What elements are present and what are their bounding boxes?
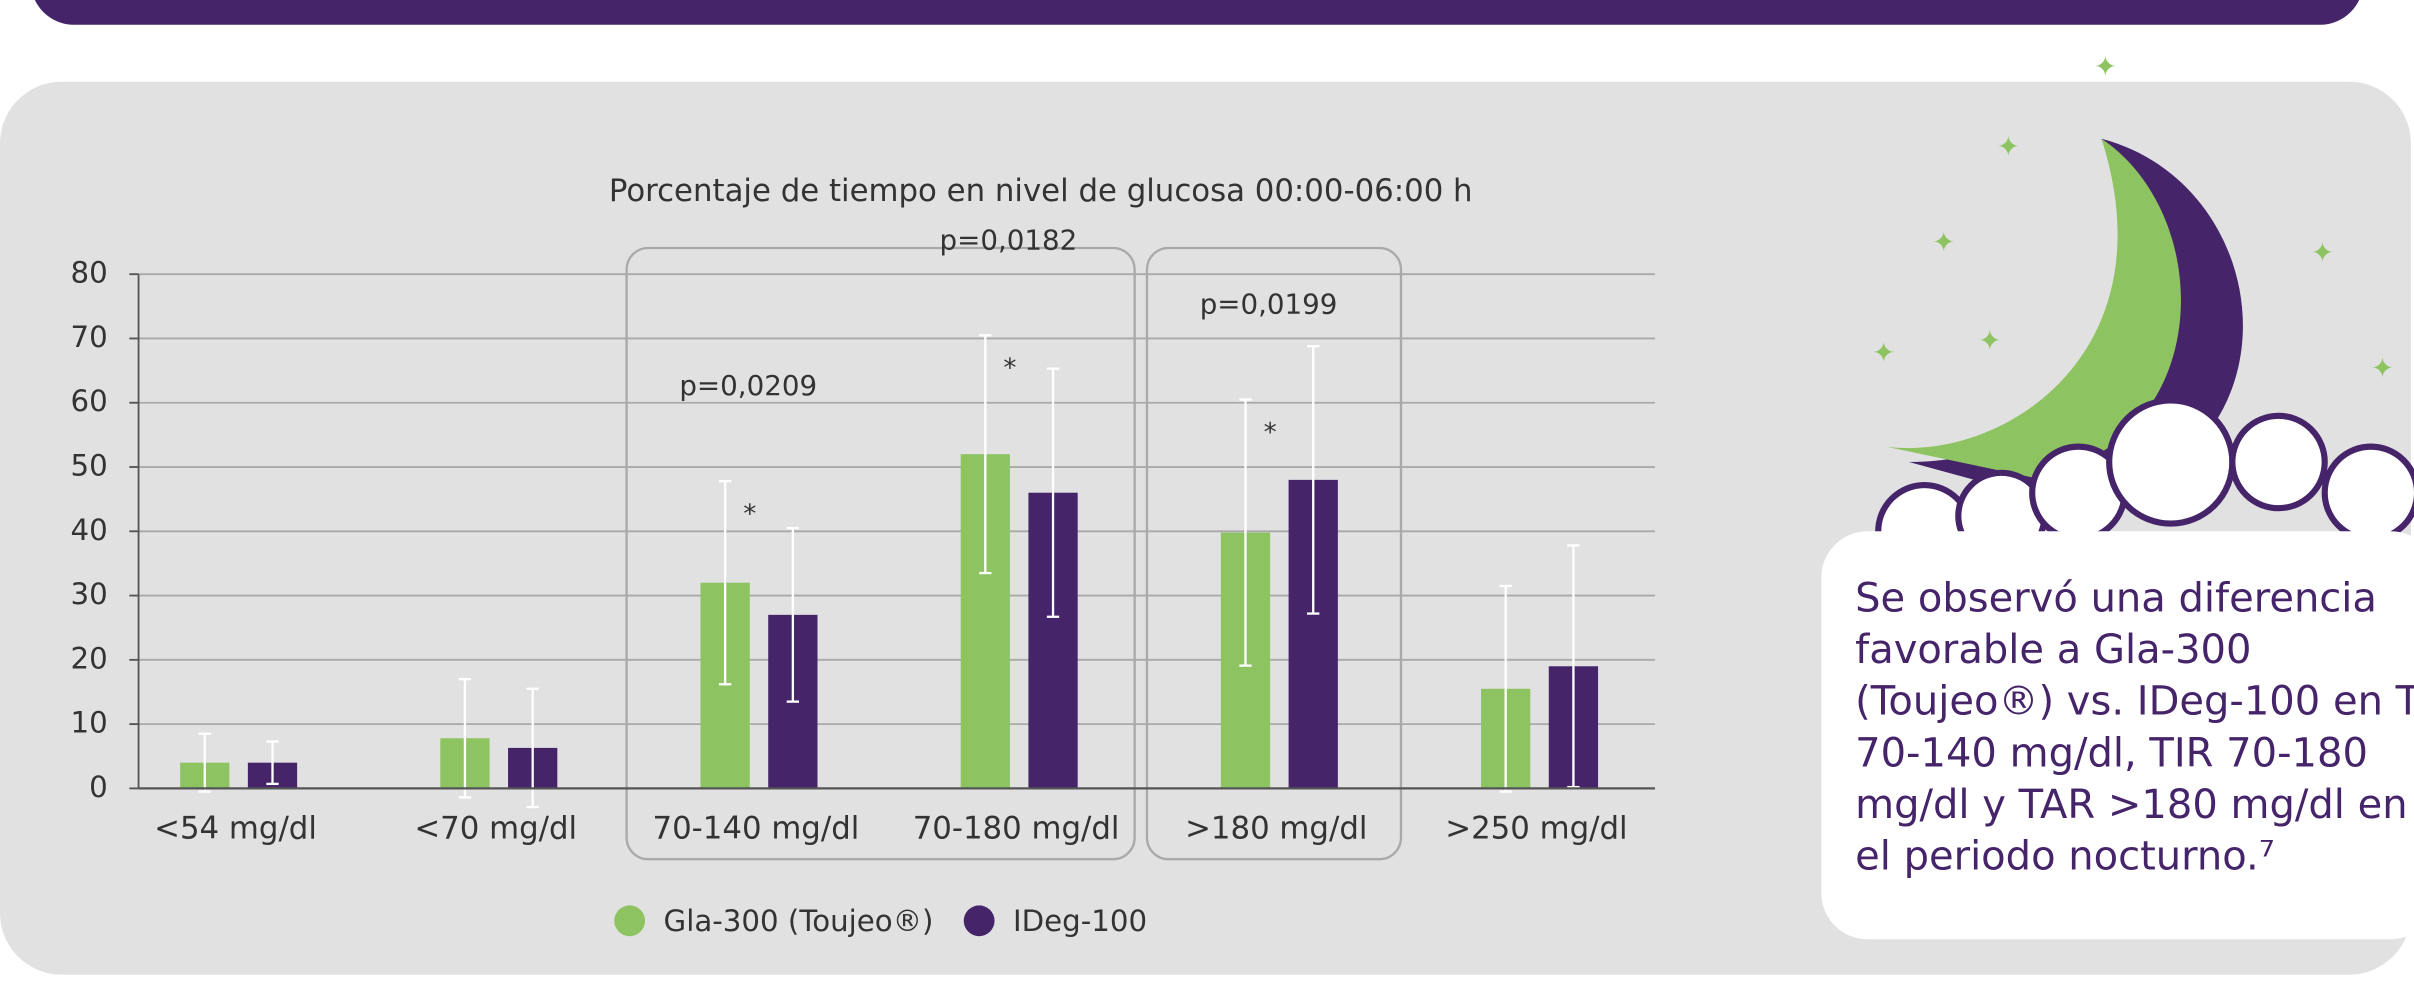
x-tick-label: <70 mg/dl bbox=[414, 810, 577, 846]
callout-line: Se observó una diferencia bbox=[1855, 576, 2377, 622]
x-tick-label: <54 mg/dl bbox=[154, 810, 317, 846]
page: Porcentaje de tiempo en nivel de glucosa… bbox=[0, 0, 2414, 1001]
p-value: p=0,0199 bbox=[1200, 288, 1338, 321]
significance-mark: * bbox=[743, 500, 756, 530]
callout-line: favorable a Gla-300 bbox=[1855, 627, 2251, 673]
svg-text:✦: ✦ bbox=[1872, 336, 1895, 369]
legend-marker bbox=[964, 905, 995, 936]
legend-label: Gla-300 (Toujeo®) bbox=[664, 904, 934, 938]
y-tick-label: 60 bbox=[71, 384, 108, 418]
banner bbox=[31, 0, 2363, 25]
callout-line: 70-140 mg/dl, TIR 70-180 bbox=[1855, 730, 2368, 776]
callout-line: mg/dl y TAR >180 mg/dl en bbox=[1855, 782, 2407, 828]
legend-marker bbox=[614, 905, 645, 936]
p-value: p=0,0209 bbox=[679, 369, 817, 402]
significance-mark: * bbox=[1264, 418, 1277, 448]
significance-mark: * bbox=[1003, 354, 1016, 384]
y-tick-label: 70 bbox=[71, 320, 108, 354]
p-value: p=0,0182 bbox=[940, 223, 1078, 256]
y-tick-label: 0 bbox=[89, 770, 108, 804]
callout-line: el periodo nocturno.⁷ bbox=[1855, 833, 2275, 879]
svg-text:✦: ✦ bbox=[2371, 352, 2394, 385]
x-tick-label: 70-140 mg/dl bbox=[653, 810, 860, 846]
svg-text:✦: ✦ bbox=[1932, 225, 1955, 258]
x-tick-label: 70-180 mg/dl bbox=[913, 810, 1120, 846]
svg-text:✦: ✦ bbox=[1997, 130, 2020, 163]
y-tick-label: 30 bbox=[71, 577, 108, 611]
svg-text:✦: ✦ bbox=[2094, 50, 2117, 83]
y-tick-label: 20 bbox=[71, 641, 108, 675]
x-tick-label: >250 mg/dl bbox=[1445, 810, 1627, 846]
legend-label: IDeg-100 bbox=[1013, 904, 1147, 938]
callout-line: (Toujeo®) vs. IDeg-100 en TIR bbox=[1855, 679, 2414, 725]
y-tick-label: 40 bbox=[71, 513, 108, 547]
y-tick-label: 10 bbox=[71, 706, 108, 740]
y-tick-label: 80 bbox=[71, 256, 108, 290]
x-tick-label: >180 mg/dl bbox=[1185, 810, 1367, 846]
svg-text:✦: ✦ bbox=[1978, 324, 2001, 357]
y-tick-label: 50 bbox=[71, 449, 108, 483]
chart-title: Porcentaje de tiempo en nivel de glucosa… bbox=[609, 173, 1473, 209]
svg-text:✦: ✦ bbox=[2311, 236, 2334, 269]
chart: Porcentaje de tiempo en nivel de glucosa… bbox=[0, 0, 2414, 1001]
